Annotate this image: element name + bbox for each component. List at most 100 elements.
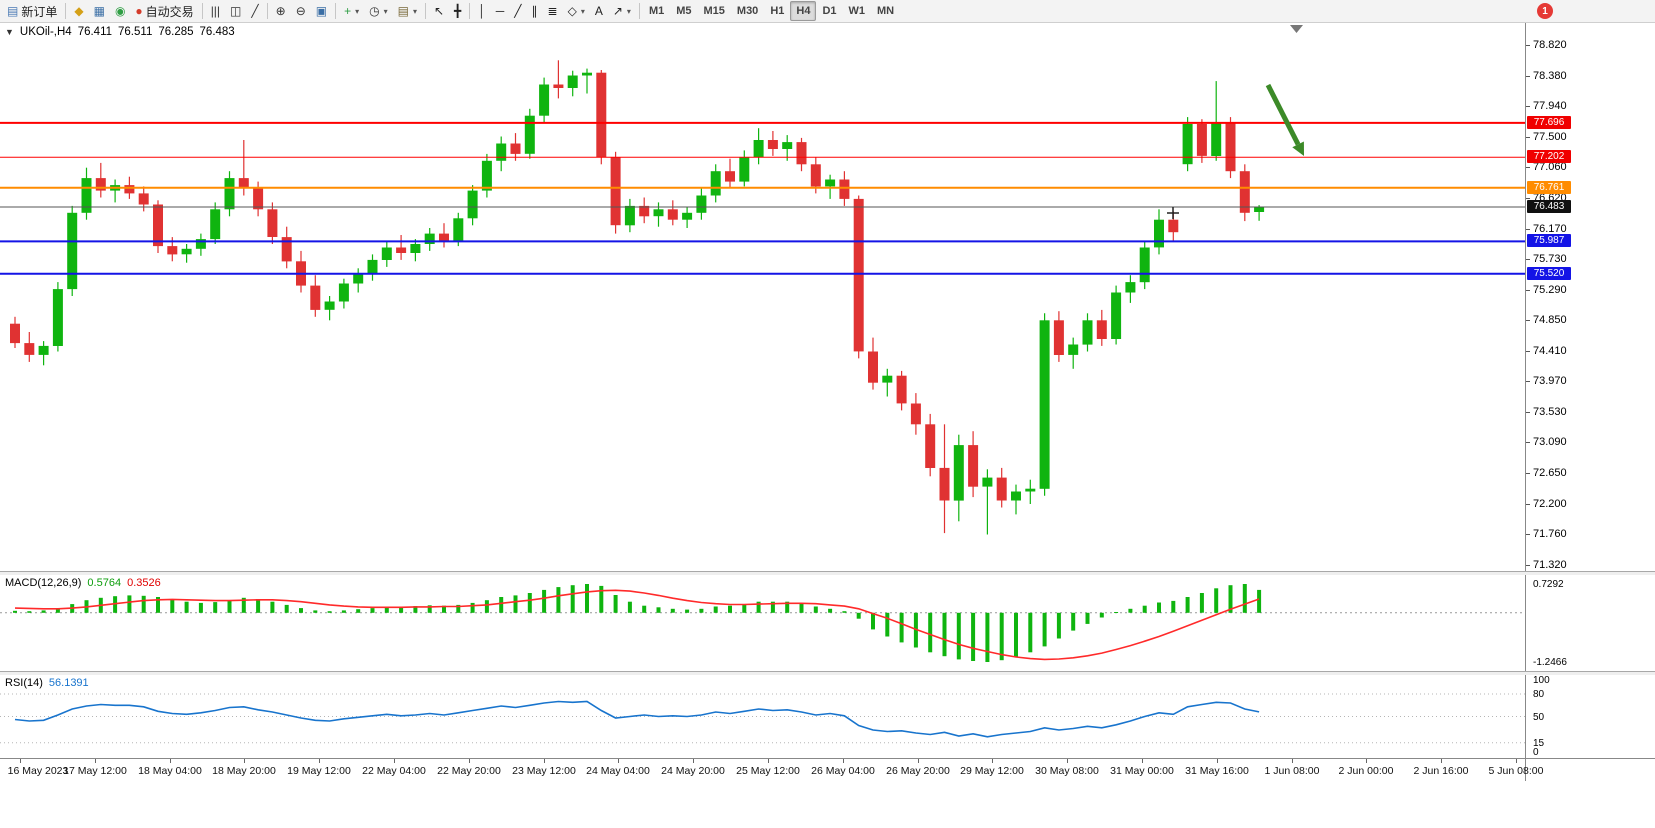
rsi-value: 56.1391 xyxy=(48,677,89,689)
macd-canvas[interactable] xyxy=(0,575,1525,671)
timeframe-button-h1[interactable]: H1 xyxy=(764,1,790,21)
price-axis[interactable]: 78.820 78.380 77.940 77.500 77.060 76.620 76.1… xyxy=(1525,23,1655,571)
text-label-button[interactable]: A xyxy=(590,1,608,21)
candle-body xyxy=(1196,124,1207,156)
candle-body xyxy=(1053,320,1064,355)
toolbar-separator xyxy=(65,3,67,19)
macd-histogram-bar xyxy=(670,608,675,613)
macd-axis[interactable]: 0.7292 -1.2466 xyxy=(1525,575,1655,671)
macd-axis-label: 0.7292 xyxy=(1533,579,1564,590)
macd-histogram-bar xyxy=(156,597,160,613)
horizontal-line-button[interactable]: ─ xyxy=(491,1,510,21)
macd-histogram-bar xyxy=(184,601,189,613)
new-order-button[interactable]: ▤ 新订单 xyxy=(2,1,62,21)
time-axis[interactable]: 16 May 2023 17 May 12:00 18 May 04:00 18 Ma… xyxy=(0,758,1655,781)
templates-icon: ▤ xyxy=(397,4,409,18)
time-tick-mark xyxy=(544,759,545,763)
channel-button[interactable]: ∥ xyxy=(527,1,543,21)
candle-body xyxy=(496,143,507,161)
time-label: 18 May 04:00 xyxy=(138,765,202,777)
rsi-line xyxy=(14,700,1260,738)
timeframe-button-h4[interactable]: H4 xyxy=(790,1,817,21)
macd-histogram-bar xyxy=(384,606,389,613)
rsi-axis-label: 80 xyxy=(1533,689,1545,700)
timeframe-button-d1[interactable]: D1 xyxy=(816,1,842,21)
macd-histogram-bar xyxy=(756,601,761,613)
candle-body xyxy=(882,375,893,383)
bar-chart-button[interactable]: ||| xyxy=(206,1,225,21)
macd-histogram-bar xyxy=(999,612,1004,661)
time-label: 24 May 20:00 xyxy=(661,765,725,777)
candle-body xyxy=(353,273,364,284)
main-chart-panel[interactable]: ▼ UKOil-,H4 76.411 76.511 76.285 76.483 … xyxy=(0,23,1655,571)
notifications-badge[interactable]: 1 xyxy=(1537,3,1553,19)
one-click-trading-toggle[interactable]: ▼ xyxy=(5,27,14,37)
trendline-button[interactable]: ╱ xyxy=(509,1,526,21)
candle-body xyxy=(52,289,63,346)
candle-body xyxy=(381,247,392,260)
candle-body xyxy=(467,190,478,219)
macd-histogram-bar xyxy=(213,602,218,613)
macd-histogram-bar xyxy=(1014,612,1018,657)
macd-histogram-bar xyxy=(470,602,475,613)
indicators-button[interactable]: + ▾ xyxy=(339,1,364,21)
macd-histogram-bar xyxy=(871,612,875,630)
new-chart-button[interactable]: ◆ xyxy=(69,1,88,21)
macd-histogram-bar xyxy=(985,612,990,662)
market-watch-button[interactable]: ▦ xyxy=(89,1,110,21)
candle-body xyxy=(767,140,778,149)
timeframe-button-m30[interactable]: M30 xyxy=(731,1,764,21)
arrows-button[interactable]: ↗ ▾ xyxy=(608,1,636,21)
shapes-button[interactable]: ◇ ▾ xyxy=(563,1,590,21)
toolbar-separator xyxy=(424,3,426,19)
refresh-button[interactable]: ◉ xyxy=(110,1,130,21)
candle-body xyxy=(10,323,20,344)
cursor-icon: ↖ xyxy=(433,4,445,18)
axis-tick-mark xyxy=(1526,259,1530,260)
cursor-button[interactable]: ↖ xyxy=(429,1,449,21)
zoom-in-button[interactable]: ⊕ xyxy=(271,1,291,21)
rsi-axis[interactable]: 100 80 50 15 0 xyxy=(1525,675,1655,758)
quote-low: 76.285 xyxy=(158,26,194,38)
candlestick-chart-button[interactable]: ◫ xyxy=(225,1,246,21)
periods-button[interactable]: ◷ ▾ xyxy=(364,1,393,21)
templates-button[interactable]: ▤ ▾ xyxy=(393,1,422,21)
timeframe-button-m5[interactable]: M5 xyxy=(670,1,697,21)
timeframe-button-m1[interactable]: M1 xyxy=(643,1,670,21)
timeframe-button-m15[interactable]: M15 xyxy=(698,1,731,21)
candle-body xyxy=(1168,219,1179,233)
macd-signal-value: 0.3526 xyxy=(127,577,161,589)
time-label: 29 May 12:00 xyxy=(960,765,1024,777)
candle-body xyxy=(24,343,35,355)
time-label: 2 Jun 16:00 xyxy=(1413,765,1469,777)
rsi-canvas[interactable] xyxy=(0,675,1525,758)
macd-main-value: 0.5764 xyxy=(87,577,122,589)
timeframe-button-mn[interactable]: MN xyxy=(871,1,900,21)
zoom-out-button[interactable]: ⊖ xyxy=(291,1,311,21)
timeframe-button-w1[interactable]: W1 xyxy=(843,1,872,21)
price-tick-label: 72.200 xyxy=(1533,498,1567,510)
macd-histogram-bar xyxy=(170,599,175,613)
candle-body xyxy=(639,205,650,217)
macd-panel[interactable]: MACD(12,26,9) 0.5764 0.3526 0.7292 -1.246… xyxy=(0,575,1655,671)
candle-body xyxy=(153,204,163,247)
candle-body xyxy=(653,209,664,217)
price-tick-label: 73.970 xyxy=(1533,375,1567,387)
macd-histogram-bar xyxy=(885,612,890,637)
toolbar-separator xyxy=(469,3,471,19)
time-tick-mark xyxy=(918,759,919,763)
auto-trading-button[interactable]: ● 自动交易 xyxy=(130,1,198,21)
time-tick-mark xyxy=(1292,759,1293,763)
time-tick-mark xyxy=(618,759,619,763)
time-axis-corner xyxy=(1525,759,1655,781)
fibonacci-icon: ≣ xyxy=(547,4,558,18)
line-chart-button[interactable]: ╱ xyxy=(246,1,263,21)
candle-body xyxy=(810,164,821,187)
vertical-line-button[interactable]: │ xyxy=(473,1,491,21)
rsi-panel[interactable]: RSI(14) 56.1391 100 80 50 15 0 xyxy=(0,675,1655,758)
main-chart-canvas[interactable] xyxy=(0,23,1525,571)
tile-windows-button[interactable]: ▣ xyxy=(311,1,332,21)
fibonacci-button[interactable]: ≣ xyxy=(543,1,563,21)
crosshair-button[interactable]: ╋ xyxy=(449,1,466,21)
trend-arrow-annotation xyxy=(1265,83,1301,146)
